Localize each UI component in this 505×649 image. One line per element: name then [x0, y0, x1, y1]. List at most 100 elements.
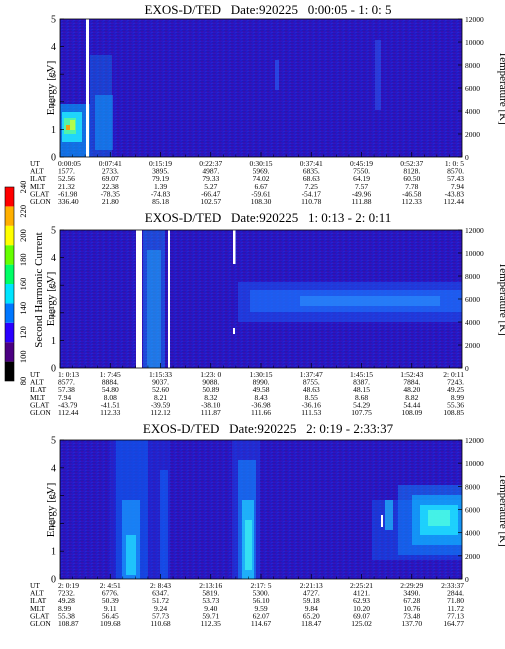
ephemeris-value: 108.87 [58, 619, 79, 628]
ephemeris-value: 67.28 [403, 596, 420, 605]
panel-1-title: EXOS-D/TED Date:920225 0:00:05 - 1: 0: 5 [145, 2, 392, 17]
ephemeris-value: 62.93 [353, 596, 370, 605]
ephemeris-value: 111.87 [201, 408, 221, 417]
ephemeris-value: 8.32 [204, 393, 217, 402]
y-tick-label: 1 [51, 125, 56, 136]
ephemeris-value: 112.33 [100, 408, 121, 417]
colorbar-swatch [5, 342, 14, 362]
ephemeris-row-label: GLAT [30, 611, 50, 620]
ephemeris-value: 108.09 [401, 408, 422, 417]
ephemeris-value: 4727. [303, 589, 320, 598]
ephemeris-value: 5969. [253, 167, 270, 176]
ephemeris-value: 48.15 [353, 385, 370, 394]
ephemeris-value: 59.71 [202, 611, 219, 620]
ephemeris-value: -43.83 [445, 189, 465, 198]
ephemeris-value: 69.07 [102, 174, 119, 183]
colorbar-tick-label: 220 [18, 205, 28, 218]
ephemeris-value: 7.25 [305, 182, 318, 191]
ephemeris-value: 69.07 [353, 611, 370, 620]
ephemeris-row-label: ALT [30, 167, 44, 176]
ephemeris-row-label: GLON [30, 619, 51, 628]
ephemeris-value: 1: 7:45 [100, 370, 121, 379]
ephemeris-row-label: GLON [30, 408, 51, 417]
ephemeris-value: 0:07:41 [99, 159, 122, 168]
ephemeris-value: 112.44 [58, 408, 79, 417]
ephemeris-value: 7.57 [355, 182, 368, 191]
ephemeris-value: 79.33 [202, 174, 219, 183]
ephemeris-value: 1577. [58, 167, 75, 176]
ephemeris-value: 5819. [202, 589, 219, 598]
y-tick-label: 0 [51, 153, 56, 164]
ephemeris-value: 336.40 [58, 197, 79, 206]
ephemeris-value: 57.43 [447, 174, 464, 183]
colorbar-tick-label: 120 [18, 326, 28, 339]
ephemeris-value: 8.82 [405, 393, 418, 402]
ephemeris-value: 56.45 [102, 611, 119, 620]
ephemeris-value: 0:15:19 [149, 159, 172, 168]
ephemeris-value: 50.89 [202, 385, 219, 394]
ephemeris-value: 52.60 [152, 385, 169, 394]
ephemeris-value: 1:23: 0 [200, 370, 221, 379]
y2-tick-label: 2000 [465, 552, 480, 561]
ephemeris-value: 10.76 [403, 604, 420, 613]
y2-tick-label: 10000 [465, 38, 484, 47]
ephemeris-value: 65.20 [303, 611, 320, 620]
ephemeris-value: 112.12 [150, 408, 171, 417]
ephemeris-value: 8577. [58, 378, 75, 387]
panel-3-ylabel-left: Energy [eV] [45, 483, 57, 537]
ephemeris-value: 1: 0: 5 [445, 159, 464, 168]
ephemeris-value: 56.10 [253, 596, 270, 605]
ephemeris-value: 51.72 [152, 596, 169, 605]
colorbar-swatch [5, 303, 14, 323]
ephemeris-value: 52.56 [58, 174, 75, 183]
ephemeris-value: 1: 0:13 [58, 370, 79, 379]
colorbar-swatch [5, 361, 14, 381]
ephemeris-value: 8884. [102, 378, 119, 387]
colorbar-tick-label: 200 [18, 229, 28, 242]
ephemeris-row-label: GLAT [30, 400, 50, 409]
ephemeris-value: 9088. [202, 378, 219, 387]
y-tick-label: 3 [51, 70, 56, 81]
ephemeris-value: 49.58 [253, 385, 270, 394]
ephemeris-row-label: MLT [30, 182, 46, 191]
ephemeris-value: 8387. [353, 378, 370, 387]
colorbar-tick-label: 140 [18, 302, 28, 315]
ephemeris-value: 79.19 [152, 174, 169, 183]
ephemeris-value: 0:00:05 [58, 159, 81, 168]
ephemeris-value: 68.63 [303, 174, 320, 183]
y2-tick-label: 4000 [465, 318, 480, 327]
ephemeris-value: 53.73 [202, 596, 219, 605]
ephemeris-value: 64.19 [353, 174, 370, 183]
colorbar-tick-label: 100 [18, 350, 28, 363]
ephemeris-value: 8.43 [254, 393, 267, 402]
ephemeris-value: 7550. [353, 167, 370, 176]
colorbar-tick-label: 240 [18, 181, 28, 194]
y-tick-label: 4 [51, 253, 56, 264]
ephemeris-value: 21.80 [102, 197, 119, 206]
colorbar-label: Second Harmonic Current [33, 232, 45, 347]
colorbar: 80 100 120 140 160 180 200 220 240 Second Harmon… [4, 181, 45, 385]
ephemeris-value: 2: 4:51 [100, 581, 121, 590]
y2-tick-label: 12000 [465, 226, 484, 235]
y-tick-label: 2 [51, 308, 56, 319]
y-tick-label: 2 [51, 97, 56, 108]
panel-3-features [110, 440, 462, 579]
ephemeris-value: 8.99 [451, 393, 464, 402]
ephemeris-value: -41.51 [101, 400, 121, 409]
panel-2-ylabel-right: Temperature [K] [497, 262, 505, 335]
ephemeris-value: 118.47 [301, 619, 322, 628]
y-tick-label: 5 [51, 226, 56, 237]
y-tick-label: 0 [51, 364, 56, 375]
ephemeris-value: 1:30:15 [250, 370, 273, 379]
ephemeris-value: 6835. [303, 167, 320, 176]
ephemeris-value: 0:22:37 [199, 159, 222, 168]
ephemeris-value: 54.44 [403, 400, 420, 409]
y2-tick-label: 6000 [465, 84, 480, 93]
colorbar-swatch [5, 264, 14, 284]
ephemeris-value: 0:37:41 [300, 159, 323, 168]
panel-2-ylabel-left: Energy [eV] [45, 272, 57, 326]
panel-1-ephemeris: UT 0:00:05 0:07:41 0:15:19 0:22:37 0:30:15 0:3… [30, 159, 464, 206]
ephemeris-value: 9.24 [154, 604, 167, 613]
ephemeris-value: 2:13:16 [199, 581, 222, 590]
